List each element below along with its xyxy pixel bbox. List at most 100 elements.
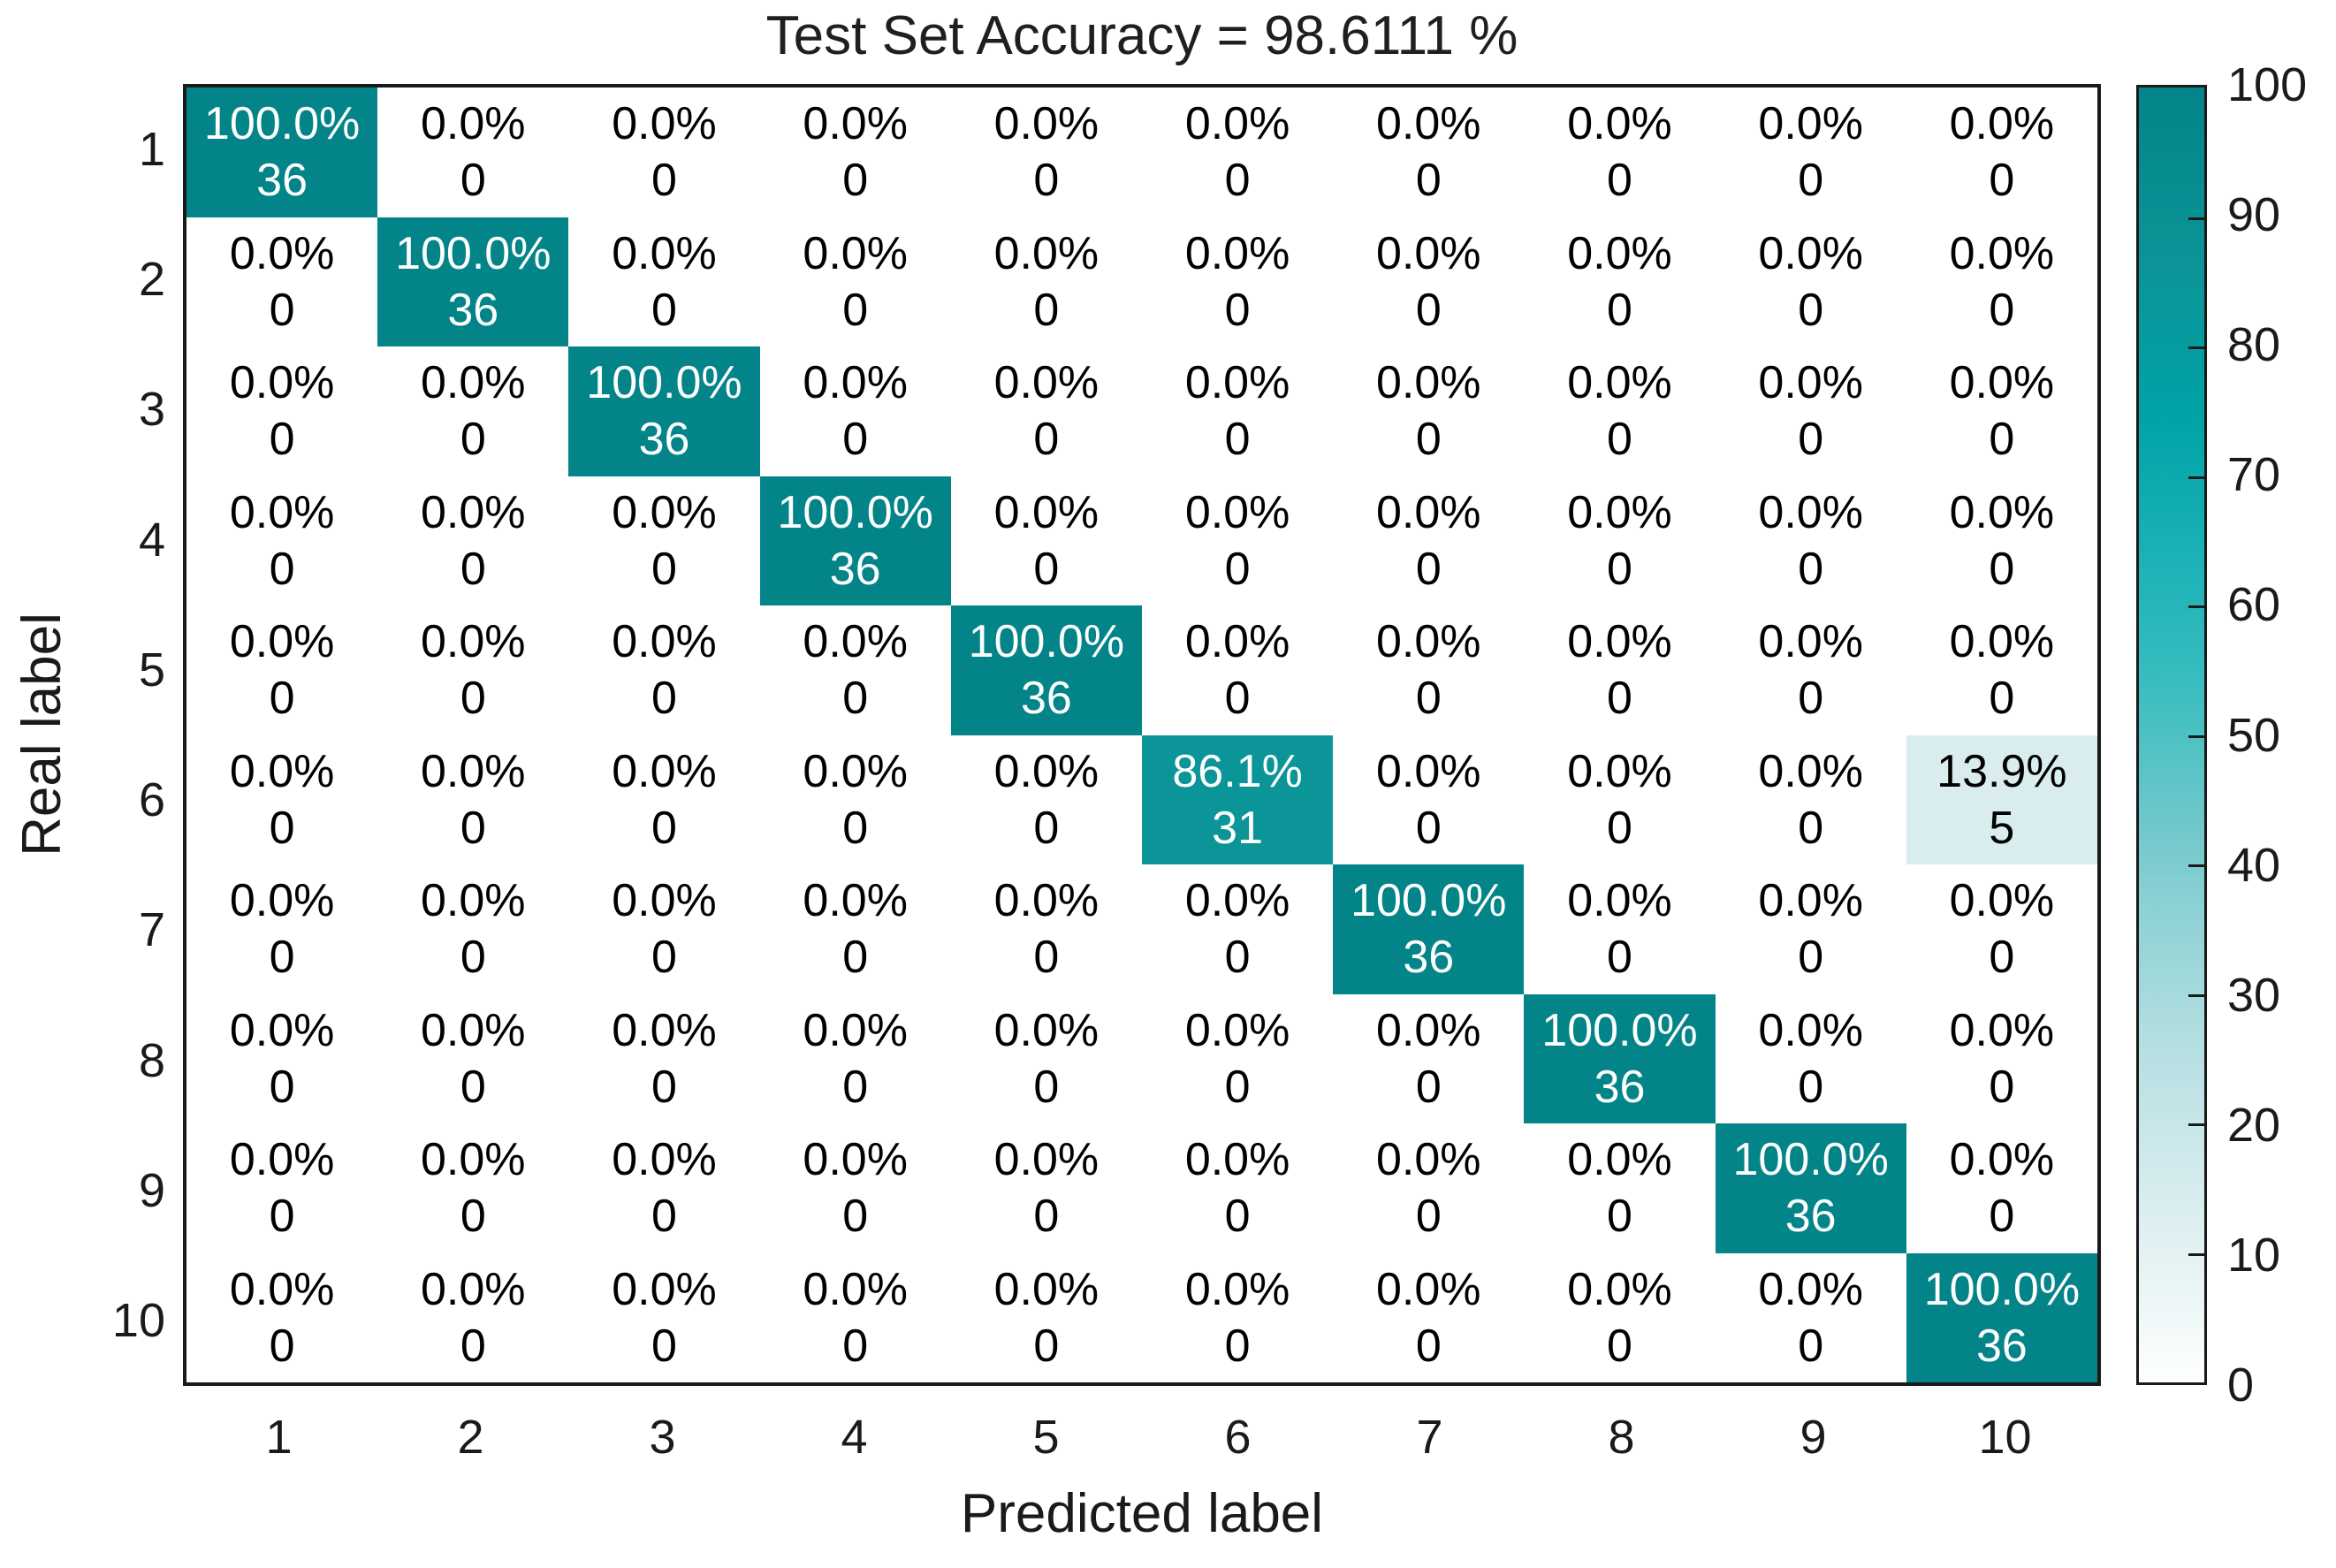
cell-count: 0 — [269, 1320, 295, 1372]
matrix-cell-r9-c3: 0.0% 0 — [568, 1123, 760, 1253]
matrix-cell-r3-c3: 100.0% 36 — [568, 346, 760, 476]
matrix-cell-r1-c3: 0.0% 0 — [568, 88, 760, 217]
y-tick-2: 2 — [138, 252, 165, 306]
cell-percent: 0.0% — [612, 875, 717, 927]
chart-title: Test Set Accuracy = 98.6111 % — [765, 5, 1518, 66]
cell-count: 0 — [842, 932, 869, 984]
colorbar-label-10: 10 — [2227, 1228, 2281, 1282]
matrix-cell-r6-c5: 0.0% 0 — [950, 735, 1142, 864]
cell-count: 0 — [1415, 543, 1442, 595]
cell-count: 0 — [460, 802, 486, 854]
matrix-cell-r2-c1: 0.0% 0 — [186, 217, 378, 346]
cell-count: 0 — [1607, 284, 1632, 336]
colorbar-label-100: 100 — [2227, 58, 2308, 111]
cell-count: 0 — [1033, 155, 1060, 207]
cell-percent: 0.0% — [803, 1004, 908, 1056]
matrix-cell-r1-c7: 0.0% 0 — [1333, 88, 1525, 217]
cell-percent: 0.0% — [1758, 616, 1863, 668]
cell-percent: 0.0% — [421, 486, 526, 538]
cell-count: 0 — [1224, 284, 1251, 336]
matrix-cell-r5-c3: 0.0% 0 — [568, 605, 760, 735]
cell-count: 0 — [1033, 1191, 1060, 1243]
cell-percent: 0.0% — [1949, 98, 2055, 150]
matrix-cell-r7-c8: 0.0% 0 — [1524, 864, 1716, 994]
matrix-cell-r1-c5: 0.0% 0 — [950, 88, 1142, 217]
matrix-cell-r8-c7: 0.0% 0 — [1333, 993, 1525, 1123]
matrix-cell-r6-c7: 0.0% 0 — [1333, 735, 1525, 864]
matrix-cell-r5-c5: 100.0% 36 — [950, 605, 1142, 735]
matrix-cell-r8-c5: 0.0% 0 — [950, 993, 1142, 1123]
cell-percent: 0.0% — [1376, 357, 1481, 409]
cell-count: 0 — [1798, 155, 1824, 207]
cell-count: 0 — [1224, 155, 1251, 207]
cell-percent: 0.0% — [803, 616, 908, 668]
cell-percent: 0.0% — [229, 1004, 335, 1056]
cell-count: 36 — [1975, 1320, 2028, 1372]
cell-count: 0 — [651, 1191, 677, 1243]
matrix-cell-r10-c2: 0.0% 0 — [377, 1252, 569, 1382]
y-tick-7: 7 — [138, 903, 165, 957]
cell-percent: 0.0% — [1567, 875, 1672, 927]
matrix-cell-r3-c4: 0.0% 0 — [759, 346, 951, 476]
cell-percent: 0.0% — [1949, 227, 2055, 279]
y-tick-6: 6 — [138, 773, 165, 827]
cell-count: 0 — [1989, 1191, 2015, 1243]
cell-percent: 0.0% — [1376, 745, 1481, 797]
cell-count: 0 — [1607, 155, 1632, 207]
cell-count: 0 — [269, 284, 295, 336]
colorbar-label-20: 20 — [2227, 1098, 2281, 1152]
matrix-cell-r2-c8: 0.0% 0 — [1524, 217, 1716, 346]
cell-percent: 0.0% — [421, 1263, 526, 1315]
cell-percent: 0.0% — [1184, 227, 1290, 279]
cell-count: 0 — [842, 284, 869, 336]
matrix-cell-r10-c7: 0.0% 0 — [1333, 1252, 1525, 1382]
cell-percent: 0.0% — [1567, 745, 1672, 797]
cell-count: 36 — [829, 543, 881, 595]
cell-count: 0 — [1415, 1191, 1442, 1243]
matrix-cell-r8-c10: 0.0% 0 — [1906, 993, 2097, 1123]
matrix-cell-r6-c4: 0.0% 0 — [759, 735, 951, 864]
colorbar-label-50: 50 — [2227, 708, 2281, 762]
cell-count: 0 — [842, 1061, 869, 1113]
cell-percent: 0.0% — [1376, 616, 1481, 668]
matrix-cell-r3-c10: 0.0% 0 — [1906, 346, 2097, 476]
cell-count: 0 — [1607, 932, 1632, 984]
cell-count: 0 — [842, 802, 869, 854]
matrix-cell-r9-c4: 0.0% 0 — [759, 1123, 951, 1253]
cell-count: 0 — [651, 673, 677, 725]
cell-count: 0 — [1798, 1320, 1824, 1372]
cell-count: 0 — [1415, 1061, 1442, 1113]
cell-percent: 13.9% — [1937, 745, 2067, 797]
cell-percent: 0.0% — [229, 616, 335, 668]
cell-percent: 0.0% — [421, 875, 526, 927]
cell-percent: 0.0% — [612, 486, 717, 538]
cell-percent: 0.0% — [1758, 98, 1863, 150]
matrix-cell-r6-c9: 0.0% 0 — [1715, 735, 1906, 864]
cell-count: 0 — [1033, 414, 1060, 466]
cell-percent: 0.0% — [993, 1263, 1100, 1315]
cell-percent: 0.0% — [993, 1004, 1100, 1056]
cell-percent: 0.0% — [1184, 98, 1290, 150]
cell-percent: 0.0% — [1567, 98, 1672, 150]
cell-percent: 0.0% — [1567, 616, 1672, 668]
cell-percent: 0.0% — [1184, 1263, 1290, 1315]
matrix-cell-r9-c10: 0.0% 0 — [1906, 1123, 2097, 1253]
cell-count: 36 — [1784, 1191, 1837, 1243]
cell-percent: 0.0% — [1567, 357, 1672, 409]
cell-count: 5 — [1989, 802, 2015, 854]
cell-percent: 0.0% — [1184, 875, 1290, 927]
cell-percent: 100.0% — [1541, 1004, 1698, 1056]
y-tick-3: 3 — [138, 383, 165, 437]
cell-count: 0 — [1989, 414, 2015, 466]
cell-percent: 0.0% — [803, 745, 908, 797]
matrix-cell-r2-c3: 0.0% 0 — [568, 217, 760, 346]
y-tick-4: 4 — [138, 513, 165, 567]
matrix-cell-r3-c7: 0.0% 0 — [1333, 346, 1525, 476]
cell-count: 0 — [1989, 932, 2015, 984]
cell-percent: 0.0% — [1758, 227, 1863, 279]
y-tick-5: 5 — [138, 643, 165, 696]
cell-percent: 0.0% — [993, 1134, 1100, 1186]
cell-count: 0 — [269, 932, 295, 984]
cell-percent: 0.0% — [1949, 1004, 2055, 1056]
matrix-cell-r2-c9: 0.0% 0 — [1715, 217, 1906, 346]
